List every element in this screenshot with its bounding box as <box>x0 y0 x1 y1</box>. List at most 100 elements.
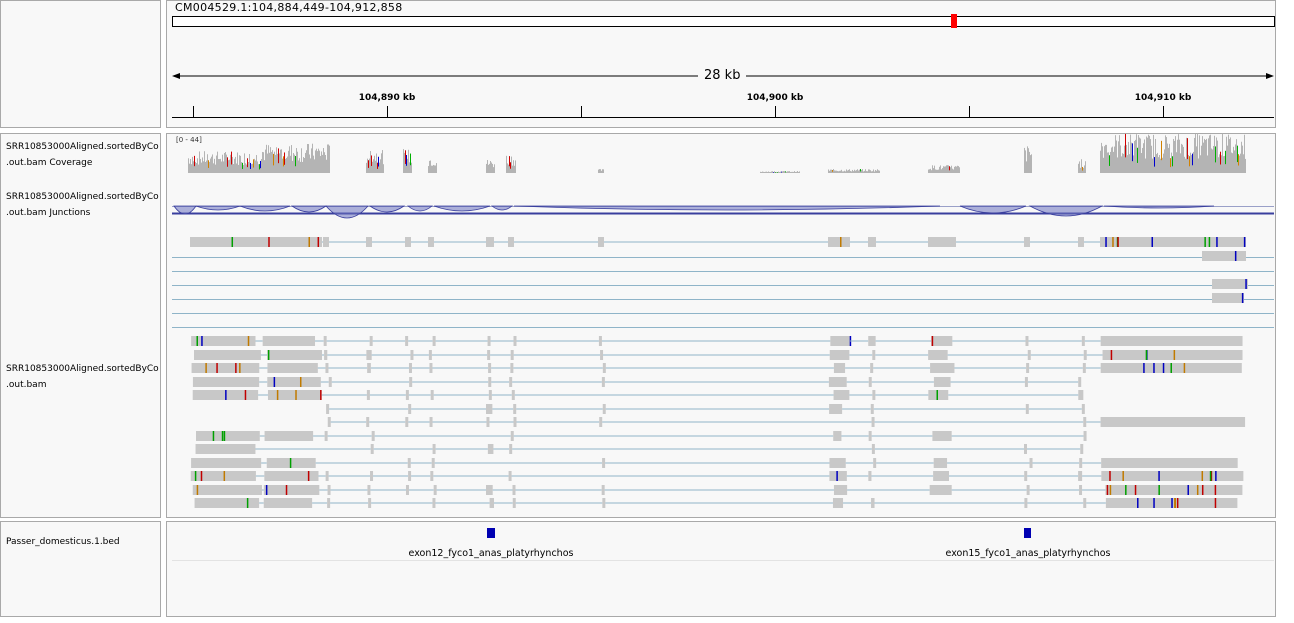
coverage-bar <box>1224 155 1225 173</box>
read-block <box>1024 444 1028 454</box>
coverage-mismatch <box>777 172 778 173</box>
coverage-bar <box>778 171 779 173</box>
read-block <box>599 417 603 427</box>
coverage-bar <box>870 170 871 173</box>
bed-track-name[interactable]: Passer_domesticus.1.bed <box>6 537 120 547</box>
coverage-bar <box>322 154 323 173</box>
coverage-bar <box>195 161 196 173</box>
coverage-bar <box>1101 142 1102 173</box>
coverage-bar <box>783 171 784 173</box>
coverage-bar <box>275 154 276 173</box>
coverage-bar <box>222 154 223 173</box>
read-block <box>371 431 375 441</box>
coverage-bar <box>760 171 761 173</box>
alignment-track-name[interactable]: SRR10853000Aligned.sortedByCo .out.bam <box>6 364 159 390</box>
coverage-bar <box>219 159 220 173</box>
coverage-bar <box>292 160 293 173</box>
coverage-bar <box>792 171 793 173</box>
coverage-bar <box>215 164 216 173</box>
read-mismatch <box>1234 251 1237 261</box>
junctions-track-name[interactable]: SRR10853000Aligned.sortedByCo .out.bam J… <box>6 192 159 218</box>
read-mismatch <box>1214 498 1217 508</box>
read-block <box>263 498 313 508</box>
coverage-bar <box>956 166 957 173</box>
coverage-bar <box>791 171 792 173</box>
coverage-bar <box>1149 135 1150 173</box>
coverage-bar <box>835 170 836 173</box>
read-block <box>430 390 434 400</box>
coverage-bar <box>1233 146 1234 173</box>
coverage-bar <box>210 158 211 173</box>
coverage-mismatch <box>1215 146 1216 163</box>
coverage-bar <box>1102 146 1103 173</box>
coverage-mismatch <box>1225 150 1226 165</box>
coverage-bar <box>304 157 305 173</box>
read-block <box>931 336 953 346</box>
coverage-bar <box>303 157 304 173</box>
read-block <box>405 237 411 247</box>
coverage-bar <box>1143 143 1144 173</box>
coverage-bar <box>224 153 225 173</box>
coverage-bar <box>782 171 783 173</box>
coverage-bar <box>599 169 600 173</box>
read-mismatch <box>265 485 268 495</box>
coverage-mismatch <box>1132 143 1133 162</box>
coverage-bar <box>1104 146 1105 173</box>
coverage-bar <box>1205 140 1206 173</box>
read-block <box>1212 279 1248 289</box>
coverage-bar <box>240 155 241 173</box>
coverage-bar <box>776 171 777 173</box>
coverage-bar <box>1242 145 1243 173</box>
coverage-bar <box>1080 167 1081 173</box>
coverage-bar <box>1206 138 1207 173</box>
coverage-bar <box>1126 144 1127 173</box>
coverage-bar <box>1115 135 1116 173</box>
coverage-mismatch <box>278 148 279 164</box>
read-block <box>429 363 433 373</box>
coverage-bar <box>1136 134 1137 173</box>
coverage-bar <box>1119 135 1120 173</box>
coverage-bar <box>257 161 258 173</box>
read-mismatch <box>317 237 320 247</box>
coverage-bar <box>379 162 380 173</box>
coverage-bar <box>291 145 292 173</box>
coverage-bar <box>239 155 240 173</box>
data-panel[interactable] <box>166 133 1276 518</box>
read-block <box>264 431 314 441</box>
coverage-bar <box>193 161 194 173</box>
read-block <box>192 485 262 495</box>
coverage-bar <box>1195 133 1196 173</box>
read-mismatch <box>1241 293 1244 303</box>
coverage-bar <box>770 171 771 173</box>
coverage-bar <box>1227 145 1228 173</box>
read-block <box>868 237 876 247</box>
coverage-bar <box>1162 157 1163 173</box>
coverage-bar <box>1200 155 1201 173</box>
feature-panel[interactable] <box>166 521 1276 617</box>
coverage-bar <box>954 166 955 173</box>
read-block <box>1080 444 1084 454</box>
read-mismatch <box>1208 237 1211 247</box>
coverage-bar <box>403 149 404 173</box>
read-mismatch <box>273 377 276 387</box>
coverage-track-name[interactable]: SRR10853000Aligned.sortedByCo .out.bam C… <box>6 142 159 168</box>
coverage-bar <box>513 160 514 173</box>
coverage-bar <box>237 152 238 173</box>
read-mismatch <box>223 431 226 441</box>
coverage-bar <box>833 169 834 173</box>
coverage-bar <box>203 161 204 173</box>
coverage-range: [0 - 44] <box>176 136 202 144</box>
read-block <box>323 237 329 247</box>
coverage-bar <box>829 170 830 173</box>
coverage-bar <box>218 159 219 173</box>
coverage-mismatch <box>781 171 782 173</box>
read-block <box>868 471 872 481</box>
coverage-bar <box>1213 145 1214 173</box>
coverage-bar <box>1209 135 1210 173</box>
coverage-bar <box>515 160 516 173</box>
coverage-bar <box>850 170 851 173</box>
coverage-bar <box>1139 137 1140 173</box>
coverage-bar <box>852 169 853 173</box>
read-block <box>1078 237 1084 247</box>
